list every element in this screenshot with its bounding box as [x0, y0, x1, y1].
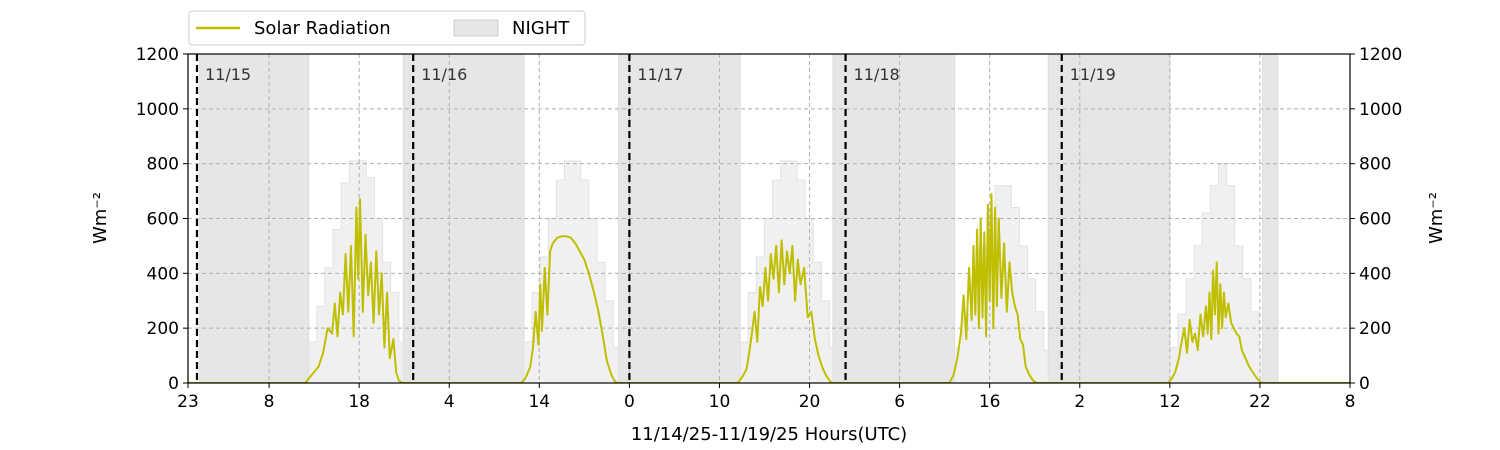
day-marker-label: 11/19 — [1070, 65, 1116, 84]
x-tick-label: 8 — [264, 392, 275, 412]
y-tick-label-left: 800 — [147, 155, 179, 175]
y-tick-label-right: 600 — [1359, 210, 1391, 230]
grid-lines — [188, 54, 1350, 383]
legend-night-label: NIGHT — [512, 18, 570, 39]
y-tick-label-right: 800 — [1359, 155, 1391, 175]
x-tick-label: 14 — [528, 392, 550, 412]
series-layer — [188, 192, 1350, 383]
x-tick-label: 22 — [1249, 392, 1271, 412]
series-line-solar-radiation — [188, 192, 1350, 383]
y-axis-label-left: Wm⁻² — [90, 192, 111, 244]
y-tick-label-left: 1000 — [136, 100, 179, 120]
x-tick-label: 10 — [709, 392, 731, 412]
x-tick-label: 20 — [799, 392, 821, 412]
night-band — [832, 54, 956, 383]
legend: Solar Radiation NIGHT — [188, 10, 586, 46]
y-tick-label-right: 400 — [1359, 264, 1391, 284]
legend-solar-label: Solar Radiation — [254, 18, 391, 39]
x-tick-label: 0 — [624, 392, 635, 412]
y-axis-label-right: Wm⁻² — [1426, 192, 1447, 244]
y-tick-label-right: 1000 — [1359, 100, 1402, 120]
legend-night-swatch — [453, 19, 499, 37]
y-tick-label-left: 0 — [168, 374, 179, 394]
x-tick-label: 16 — [979, 392, 1001, 412]
y-tick-label-left: 600 — [147, 210, 179, 230]
y-tick-label-left: 1200 — [136, 45, 179, 65]
day-marker-label: 11/17 — [637, 65, 683, 84]
y-tick-label-left: 200 — [147, 319, 179, 339]
day-marker-label: 11/16 — [421, 65, 467, 84]
x-tick-label: 12 — [1159, 392, 1181, 412]
x-tick-label: 2 — [1074, 392, 1085, 412]
x-tick-label: 4 — [444, 392, 455, 412]
x-tick-label: 23 — [177, 392, 199, 412]
x-tick-label: 8 — [1345, 392, 1356, 412]
y-tick-label-right: 0 — [1359, 374, 1370, 394]
y-tick-label-right: 200 — [1359, 319, 1391, 339]
x-axis-label: 11/14/25-11/19/25 Hours(UTC) — [631, 424, 907, 445]
y-tick-label-left: 400 — [147, 264, 179, 284]
day-marker-label: 11/15 — [205, 65, 251, 84]
clear-sky-profile — [739, 160, 834, 383]
day-marker-label: 11/18 — [854, 65, 900, 84]
y-tick-label-right: 1200 — [1359, 45, 1402, 65]
x-tick-label: 18 — [348, 392, 370, 412]
x-tick-label: 6 — [894, 392, 905, 412]
day-markers: 11/15 11/16 11/17 11/18 11/19 — [195, 54, 1116, 383]
